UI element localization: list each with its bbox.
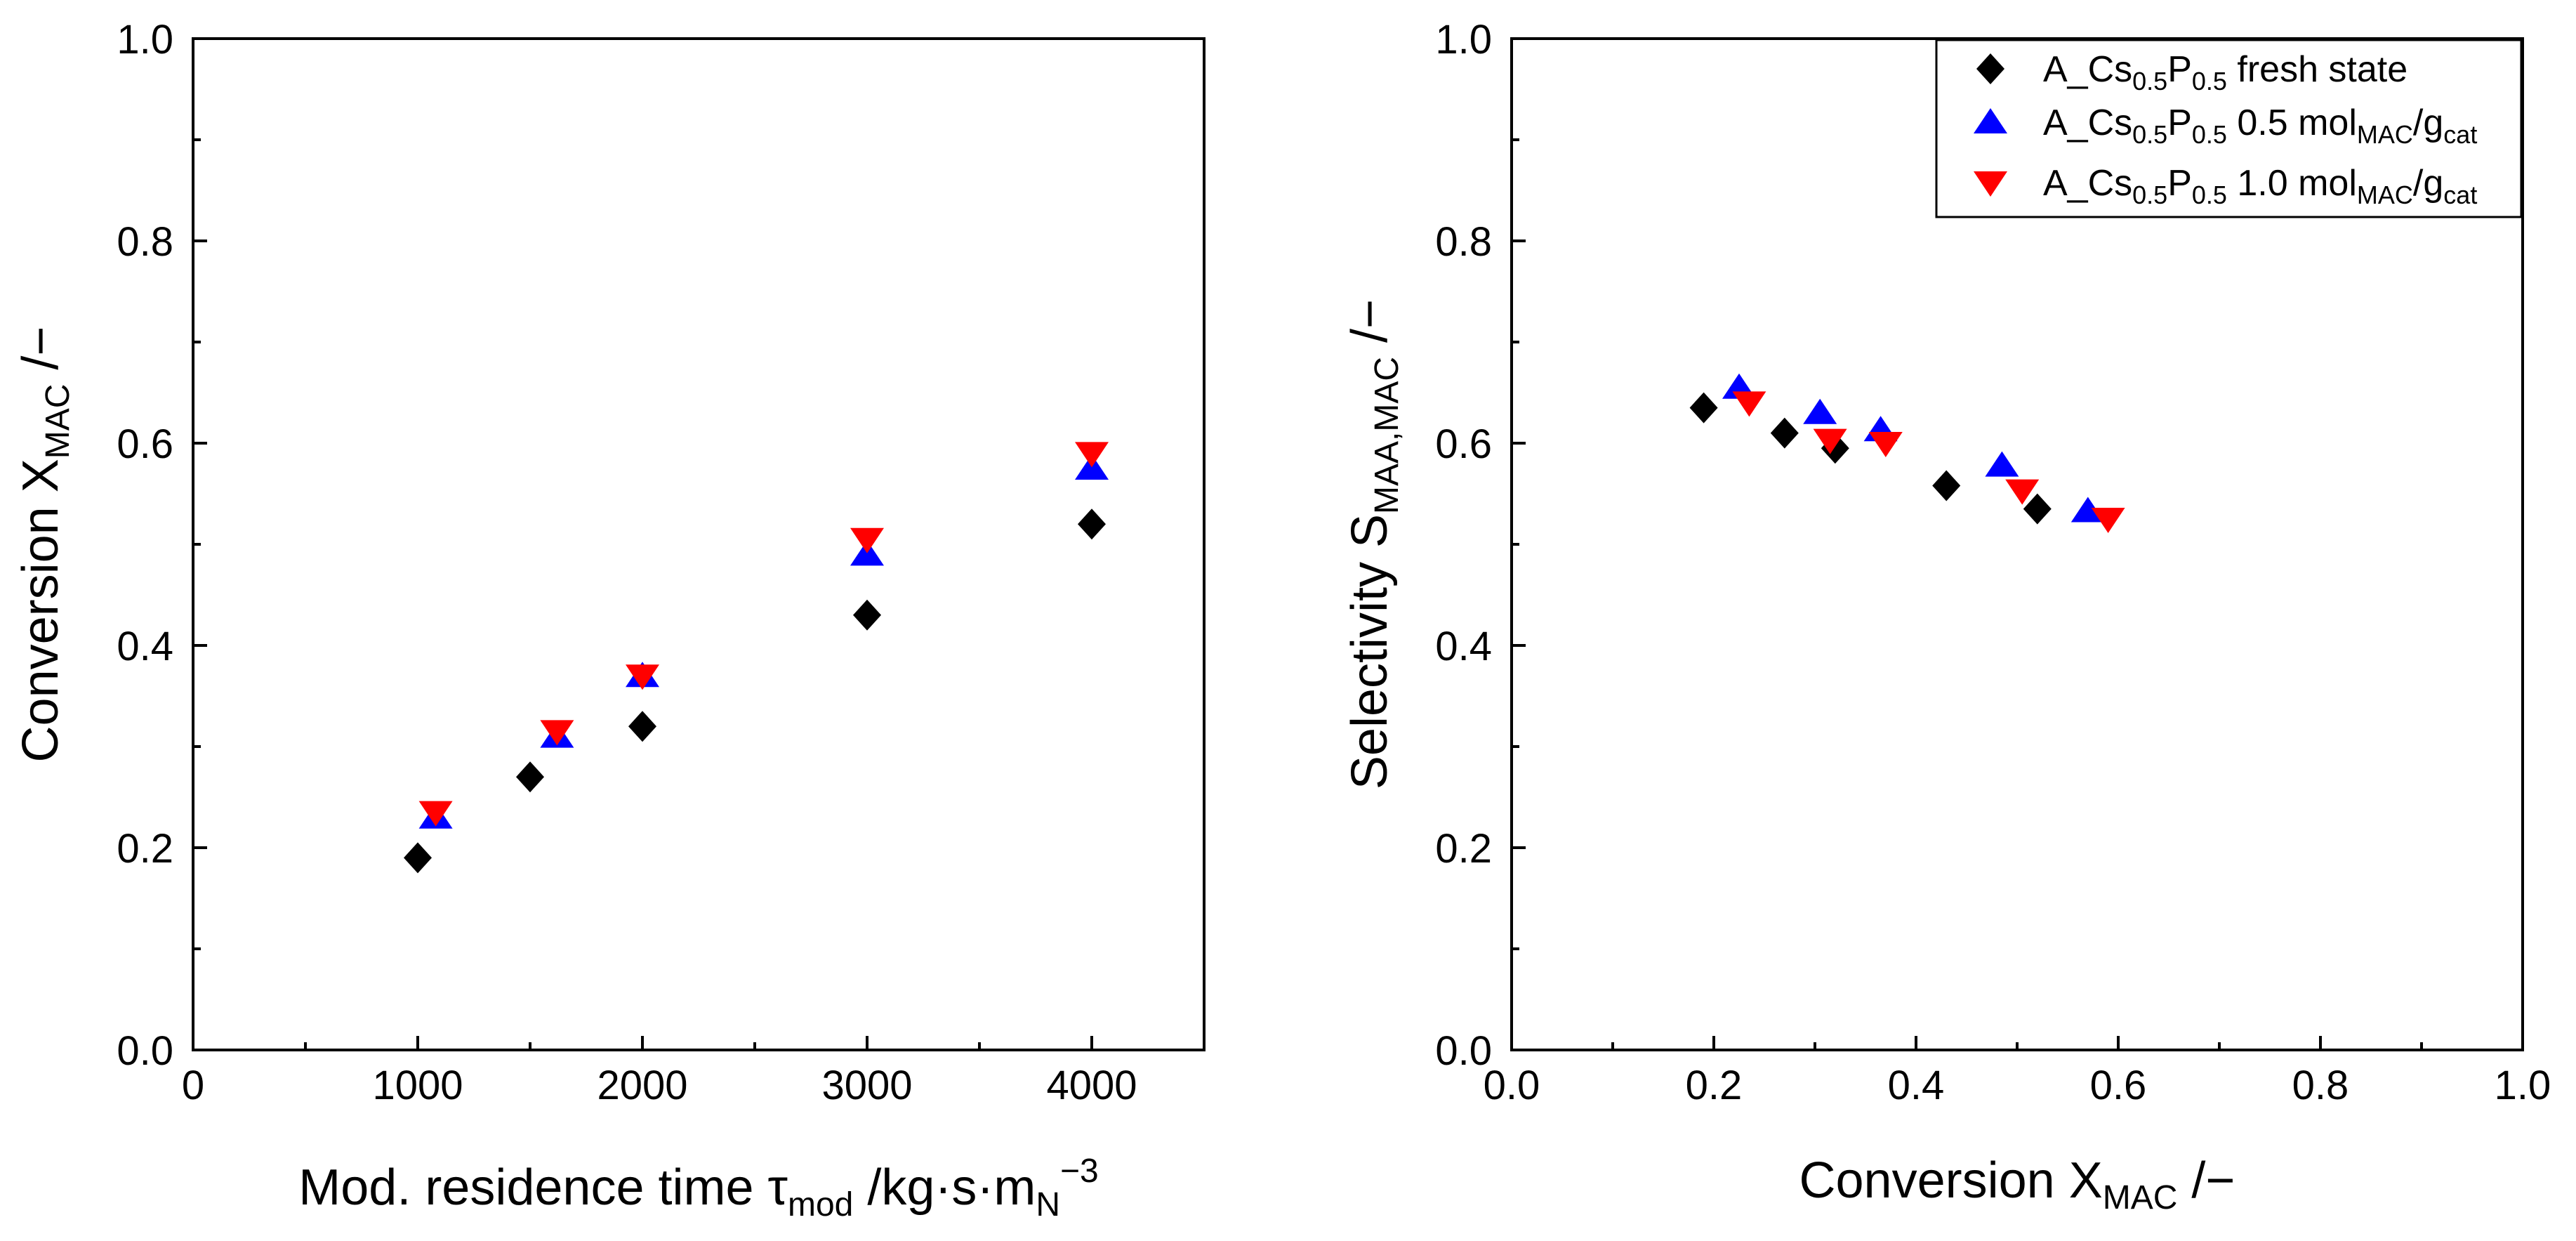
data-point-triangle-down	[2091, 508, 2125, 533]
legend-label-fresh-state: A_Cs0.5P0.5 fresh state	[2043, 49, 2407, 96]
data-point-diamond	[516, 761, 544, 793]
legend-label-0.5-mol: A_Cs0.5P0.5 0.5 molMAC/gcat	[2043, 103, 2477, 149]
right-data-points	[1689, 373, 2125, 533]
data-point-triangle-up	[2070, 497, 2105, 523]
data-point-diamond	[853, 599, 881, 631]
x-tick-label: 0.8	[2292, 1063, 2349, 1108]
data-point-triangle-down	[2005, 479, 2040, 505]
right-tick-labels: 0.0 0.2 0.4 0.6 0.8 1.0 0.0 0.2 0.4 0.6 0.8 1.0	[1435, 17, 2551, 1108]
y-tick-label: 0.2	[117, 826, 173, 872]
data-point-triangle-up	[1985, 451, 2019, 477]
left-ticks	[192, 37, 1093, 1051]
data-point-triangle-down	[1732, 391, 1766, 417]
legend-item-1.0-mol: A_Cs0.5P0.5 1.0 molMAC/gcat	[1974, 163, 2477, 209]
x-tick-label: 4000	[1046, 1063, 1137, 1108]
data-point-triangle-down	[626, 664, 659, 690]
x-tick-label: 1.0	[2495, 1063, 2551, 1108]
right-x-axis-title: Conversion XMAC /−	[1799, 1153, 2235, 1216]
y-tick-label: 0.0	[1435, 1028, 1492, 1074]
x-tick-label: 3000	[821, 1063, 912, 1108]
data-point-diamond	[2023, 493, 2052, 525]
left-tick-labels: 0 1000 2000 3000 4000 0.0 0.2 0.4 0.6 0.8 1.0	[117, 17, 1137, 1108]
x-tick-label: 2000	[597, 1063, 687, 1108]
right-chart: 0.0 0.2 0.4 0.6 0.8 1.0 0.0 0.2 0.4 0.6 0.8 1.0 Con…	[1342, 17, 2551, 1216]
legend-box	[1935, 39, 2523, 218]
data-point-diamond	[628, 711, 656, 742]
legend-item-fresh-state: A_Cs0.5P0.5 fresh state	[1976, 49, 2407, 96]
data-point-triangle-down	[540, 720, 574, 746]
y-tick-label: 0.4	[117, 624, 173, 669]
x-tick-label: 0.4	[1888, 1063, 1945, 1108]
data-point-diamond	[1689, 392, 1718, 423]
right-y-axis-title: Selectivity SMAA,MAC /−	[1342, 299, 1406, 789]
y-tick-label: 1.0	[117, 17, 173, 63]
data-point-triangle-down	[1868, 432, 1903, 457]
left-chart: 0 1000 2000 3000 4000 0.0 0.2 0.4 0.6 0.8 1.0 Mod.…	[13, 17, 1206, 1223]
left-y-axis-title: Conversion XMAC /−	[13, 327, 77, 763]
legend-marker-triangle-up	[1974, 108, 2007, 133]
y-tick-label: 0.8	[117, 219, 173, 265]
y-tick-label: 0.4	[1435, 624, 1492, 669]
data-point-diamond	[1770, 417, 1799, 449]
x-tick-label: 0.2	[1686, 1063, 1743, 1108]
data-point-triangle-up	[1803, 398, 1837, 424]
legend-marker-diamond	[1976, 53, 2004, 84]
data-point-diamond	[1932, 470, 1961, 501]
x-tick-label: 0.0	[1484, 1063, 1540, 1108]
y-tick-label: 0.8	[1435, 219, 1492, 265]
x-tick-label: 0.6	[2090, 1063, 2147, 1108]
left-data-points	[404, 442, 1109, 874]
legend-marker-triangle-down	[1974, 171, 2007, 197]
right-ticks	[1510, 37, 2524, 1051]
data-point-diamond	[404, 842, 432, 874]
y-tick-label: 0.2	[1435, 826, 1492, 872]
left-x-axis-title: Mod. residence time τmod /kg·s·mN−3	[298, 1153, 1099, 1223]
data-point-triangle-down	[850, 527, 884, 553]
data-point-triangle-down	[418, 801, 453, 827]
legend-label-1.0-mol: A_Cs0.5P0.5 1.0 molMAC/gcat	[2043, 163, 2477, 209]
y-tick-label: 0.6	[117, 421, 173, 467]
y-tick-label: 0.0	[117, 1028, 173, 1074]
y-tick-label: 0.6	[1435, 421, 1492, 467]
data-point-triangle-down	[1813, 428, 1847, 454]
x-tick-label: 0	[182, 1063, 204, 1108]
data-point-diamond	[1078, 508, 1106, 540]
data-point-triangle-down	[1075, 442, 1109, 468]
legend: A_Cs0.5P0.5 fresh state A_Cs0.5P0.5 0.5 …	[1935, 39, 2523, 218]
legend-item-0.5-mol: A_Cs0.5P0.5 0.5 molMAC/gcat	[1974, 103, 2477, 149]
x-tick-label: 1000	[372, 1063, 463, 1108]
y-tick-label: 1.0	[1435, 17, 1492, 63]
left-plot-frame	[192, 37, 1206, 1051]
